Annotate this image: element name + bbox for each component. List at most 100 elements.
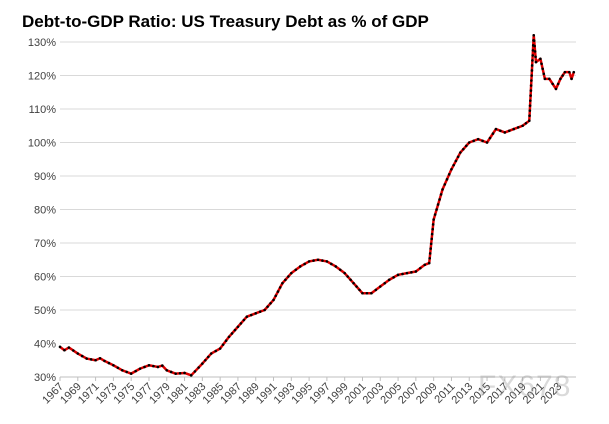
data-point: [528, 109, 532, 112]
data-point: [516, 126, 520, 129]
data-point: [103, 359, 106, 363]
data-point: [435, 208, 438, 211]
data-point: [98, 356, 102, 360]
data-point: [414, 270, 418, 273]
data-point: [428, 256, 432, 260]
data-point: [531, 54, 534, 57]
data-point: [521, 124, 524, 128]
y-tick-label: 100%: [28, 138, 56, 150]
data-point: [358, 288, 361, 292]
data-point: [294, 268, 298, 272]
data-point: [396, 273, 400, 277]
data-point: [352, 281, 355, 285]
data-point: [334, 265, 338, 268]
data-point: [355, 285, 358, 288]
data-point: [197, 366, 200, 369]
data-point: [378, 285, 382, 288]
data-point: [392, 276, 395, 279]
data-point: [85, 357, 88, 360]
data-point: [269, 302, 272, 305]
data-point: [527, 119, 531, 123]
data-point: [436, 203, 440, 206]
data-point: [456, 155, 460, 159]
data-point: [125, 370, 129, 374]
data-point: [532, 34, 536, 37]
data-point: [488, 136, 492, 140]
data-point: [530, 64, 534, 67]
data-point: [266, 305, 269, 308]
data-point: [258, 310, 262, 313]
data-point: [321, 259, 324, 262]
data-point: [303, 262, 306, 266]
data-point: [445, 178, 449, 181]
data-point: [374, 288, 378, 292]
data-point: [410, 271, 413, 274]
data-point: [533, 44, 536, 48]
y-tick-label: 110%: [29, 104, 57, 116]
data-point: [429, 247, 432, 250]
data-point: [529, 84, 533, 87]
data-point: [343, 271, 346, 275]
data-point: [276, 290, 280, 293]
data-point: [476, 137, 480, 141]
data-point: [189, 374, 193, 377]
data-point: [548, 77, 551, 81]
data-point: [227, 335, 231, 339]
watermark-logo: FX678: [478, 370, 572, 403]
data-point: [169, 370, 173, 374]
data-point: [491, 132, 495, 135]
data-point: [281, 281, 284, 285]
chart-title: Debt-to-GDP Ratio: US Treasury Debt as %…: [22, 12, 429, 31]
data-point: [193, 370, 197, 373]
data-point: [307, 260, 311, 263]
data-point: [529, 99, 532, 102]
data-point: [221, 343, 225, 346]
data-point: [432, 218, 435, 221]
data-point: [570, 77, 573, 81]
data-point: [236, 325, 240, 329]
data-point: [346, 275, 349, 278]
data-point: [58, 345, 62, 349]
data-point: [284, 278, 287, 282]
data-point: [452, 163, 455, 167]
data-point: [568, 70, 571, 74]
data-point: [540, 62, 543, 66]
data-point: [530, 79, 533, 82]
data-point: [423, 263, 427, 267]
data-point: [80, 354, 84, 358]
data-point: [107, 361, 111, 365]
data-point: [512, 127, 516, 131]
data-point: [206, 355, 210, 359]
data-point: [116, 366, 120, 370]
data-point: [427, 261, 431, 265]
data-point: [361, 291, 364, 295]
data-point: [467, 141, 471, 144]
data-point: [365, 291, 369, 295]
data-point: [112, 363, 115, 367]
y-tick-label: 130%: [28, 37, 56, 49]
data-point: [572, 70, 576, 74]
data-point: [541, 67, 544, 71]
data-point: [239, 322, 243, 325]
data-point: [542, 72, 546, 76]
data-point: [147, 363, 151, 367]
data-point: [312, 259, 315, 262]
data-point: [274, 294, 278, 298]
data-point: [143, 365, 146, 369]
data-point: [129, 372, 133, 375]
data-point: [263, 308, 266, 312]
data-point: [531, 49, 535, 52]
data-point: [485, 141, 489, 144]
data-point: [543, 77, 547, 81]
data-point: [481, 139, 484, 143]
data-point: [472, 139, 475, 143]
data-point: [401, 272, 404, 276]
data-point: [554, 87, 558, 91]
data-point: [431, 227, 434, 231]
data-point: [447, 173, 451, 176]
data-point: [183, 371, 186, 375]
data-point: [431, 223, 435, 226]
data-point: [430, 237, 433, 241]
